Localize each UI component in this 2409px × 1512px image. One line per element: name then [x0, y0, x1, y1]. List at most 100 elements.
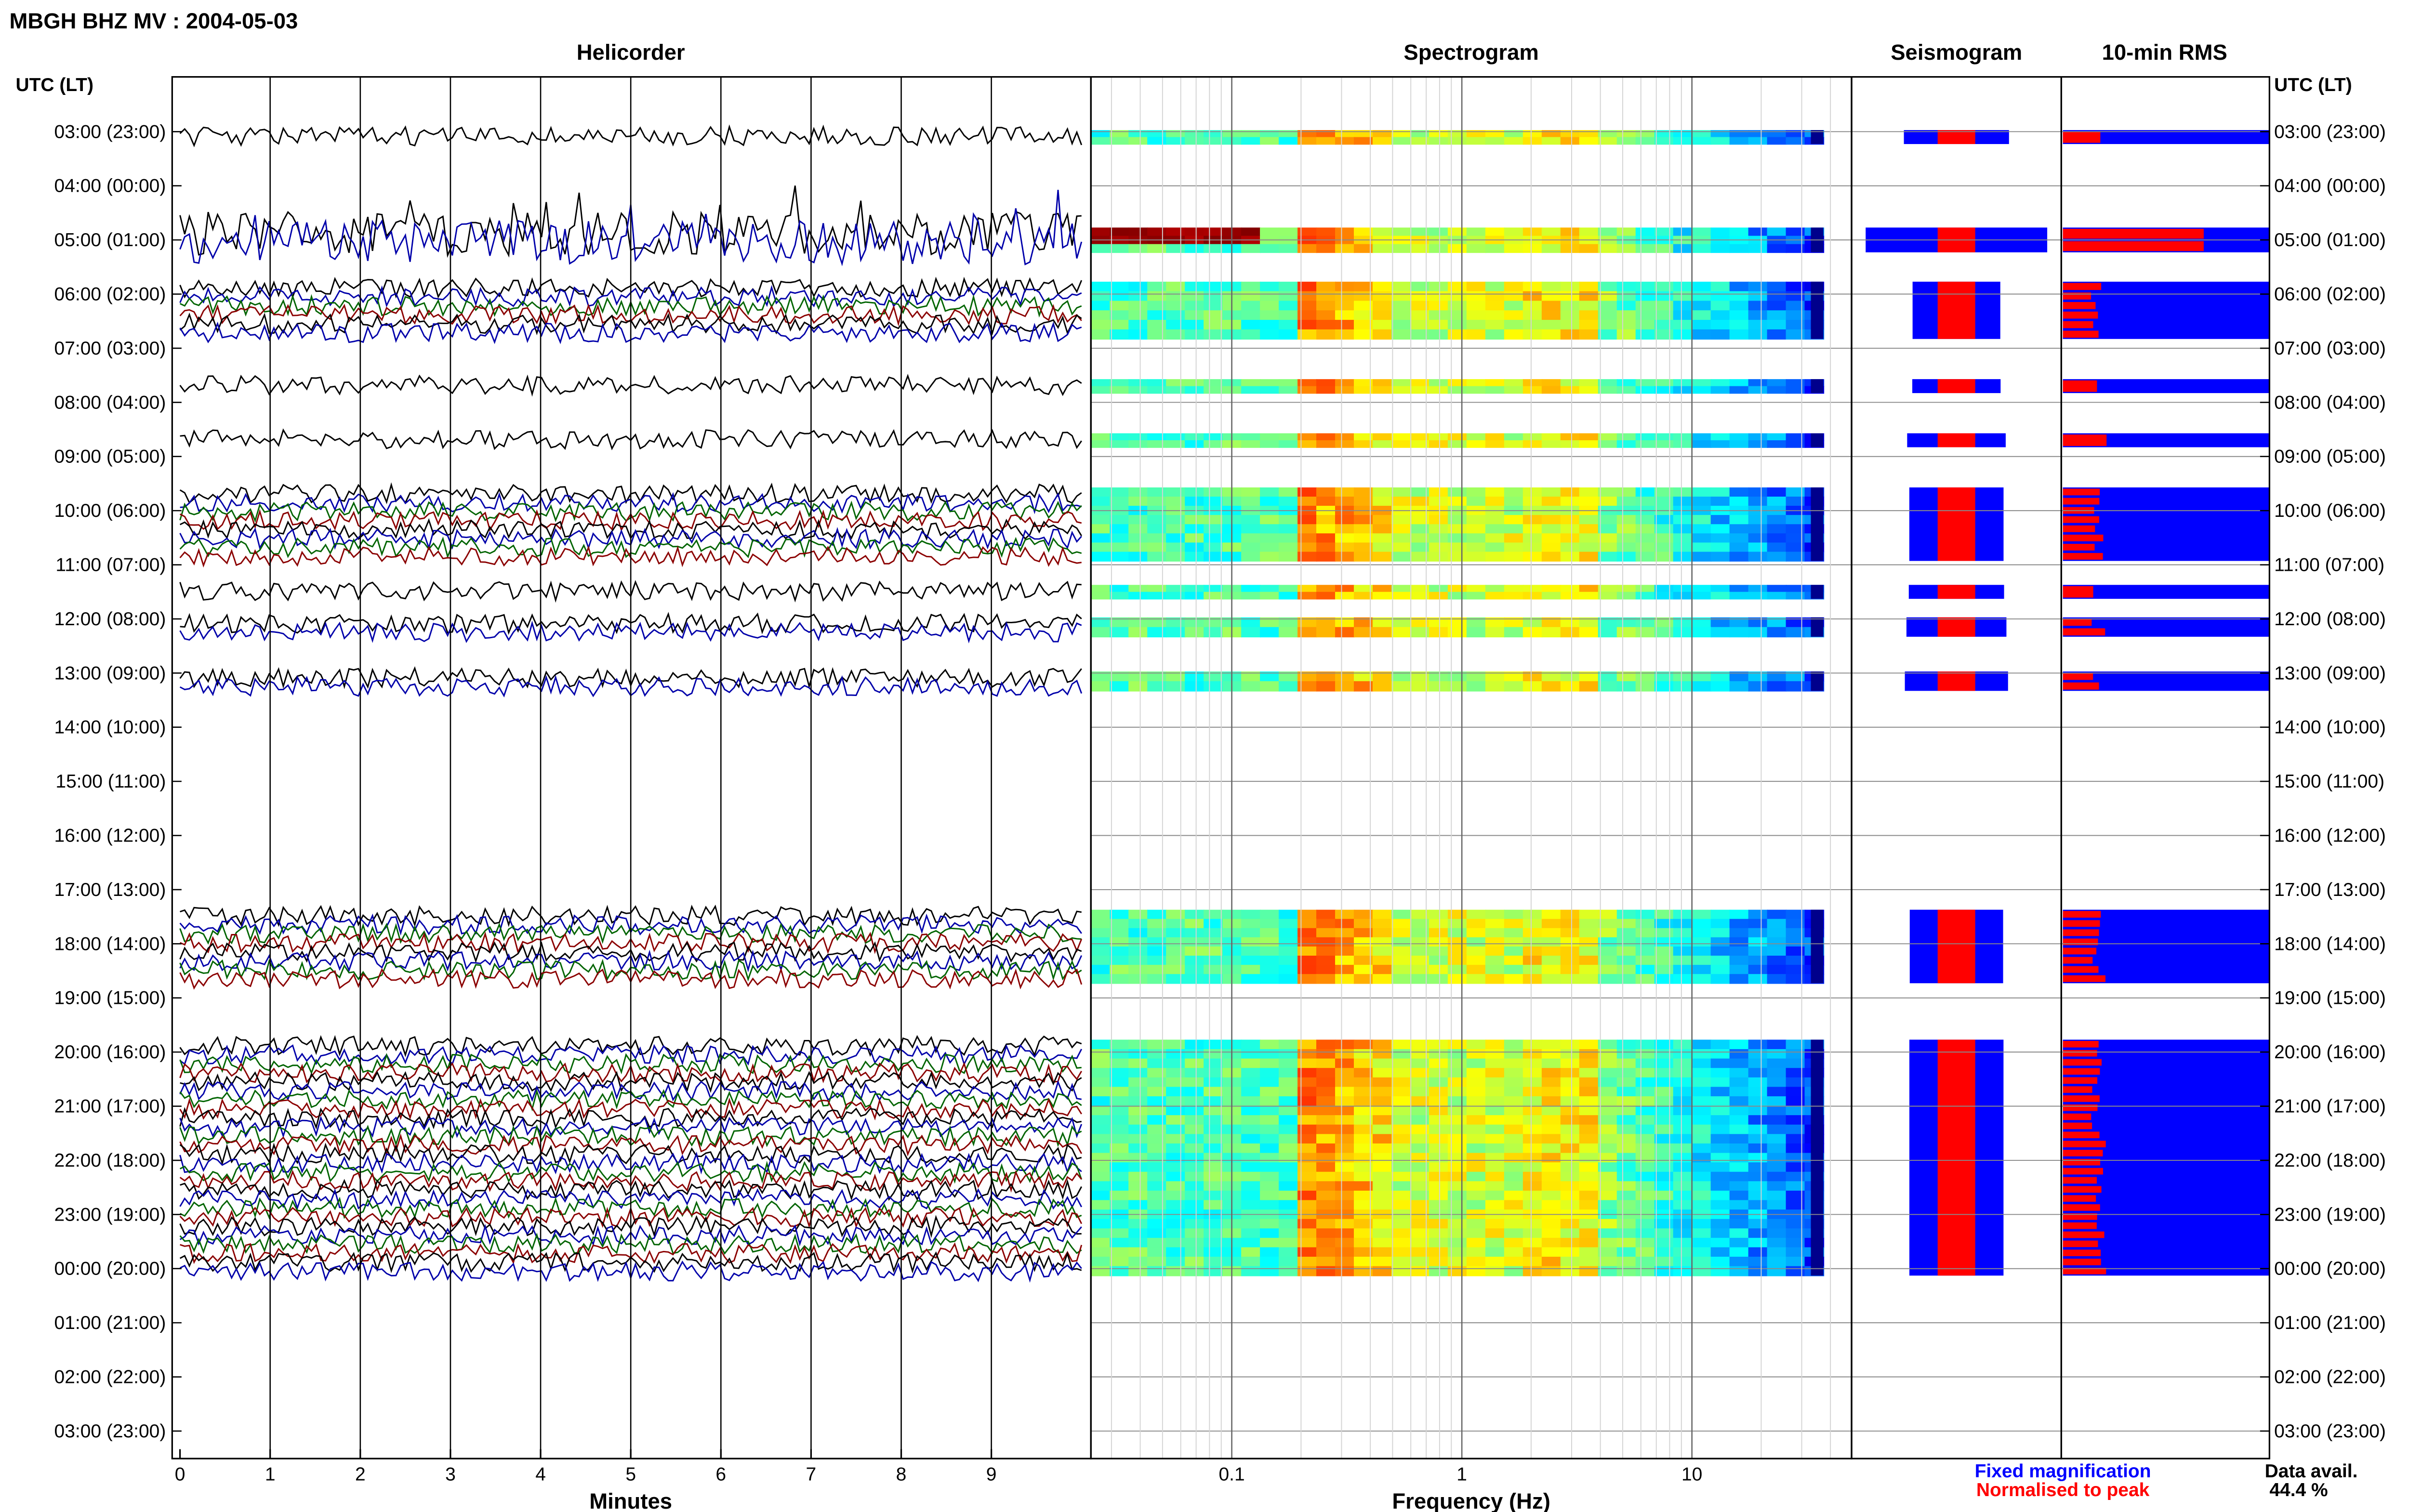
spectrogram-cell [1335, 524, 1355, 534]
spectrogram-cell [1185, 928, 1204, 938]
spectrogram-cell [1485, 291, 1505, 302]
spectrogram-cell [1635, 301, 1655, 311]
spectrogram-cell [1654, 1200, 1674, 1210]
spectrogram-cell [1429, 919, 1449, 929]
spectrogram-cell [1560, 1143, 1580, 1154]
spectrogram-cell [1616, 671, 1637, 682]
spectrogram-cell [1541, 1124, 1562, 1135]
spectrogram-cell [1635, 227, 1655, 237]
spectrogram-cell [1204, 487, 1223, 498]
spectrogram-cell [1579, 909, 1599, 920]
spectrogram-cell [1598, 1181, 1618, 1192]
spectrogram-cell [1391, 1237, 1411, 1248]
spectrogram-cell [1391, 1105, 1411, 1116]
spectrogram-cell [1654, 1049, 1674, 1059]
spectrogram-cell [1391, 919, 1411, 929]
spectrogram-cell [1635, 1049, 1655, 1059]
spectrogram-cell [1748, 1153, 1768, 1163]
spectrogram-cell [1091, 1247, 1111, 1258]
spectrogram-cell [1654, 533, 1674, 543]
spectrogram-cell [1692, 956, 1712, 966]
rms-bar [2063, 947, 2097, 955]
rms-bar [2063, 1040, 2099, 1048]
spectrogram-cell [1091, 585, 1111, 593]
spectrogram-cell [1410, 227, 1430, 237]
spectrogram-cell [1673, 1124, 1693, 1135]
spectrogram-cell [1204, 956, 1223, 966]
spectrogram-cell [1091, 1124, 1111, 1135]
minute-tick-label: 9 [986, 1464, 997, 1485]
spectrogram-cell [1316, 592, 1336, 600]
spectrogram-cell [1279, 1237, 1298, 1248]
spectrogram-cell [1091, 1219, 1111, 1229]
figure-title: MBGH BHZ MV : 2004-05-03 [9, 9, 298, 33]
spectrogram-cell [1335, 487, 1355, 498]
spectrogram-cell [1522, 329, 1543, 340]
spectrogram-cell [1147, 1200, 1167, 1210]
spectrogram-cell [1729, 1153, 1749, 1163]
spectrogram-cell [1110, 1219, 1129, 1229]
spectrogram-cell [1560, 301, 1580, 311]
spectrogram-cell [1504, 1077, 1524, 1088]
spectrogram-cell [1748, 1162, 1768, 1172]
spectrogram-cell [1466, 1266, 1486, 1276]
spectrogram-cell [1466, 974, 1486, 984]
spectrogram-cell [1710, 440, 1731, 448]
hour-label-left: 14:00 (10:00) [54, 717, 166, 738]
spectrogram-cell [1504, 946, 1524, 957]
spectrogram-cell [1504, 1039, 1524, 1050]
spectrogram-cell [1166, 1039, 1186, 1050]
spectrogram-cell [1504, 433, 1524, 441]
spectrogram-cell [1485, 1105, 1505, 1116]
spectrogram-cell [1410, 1068, 1430, 1078]
spectrogram-cell [1372, 585, 1392, 593]
spectrogram-cell [1673, 592, 1693, 600]
spectrogram-cell [1673, 928, 1693, 938]
spectrogram-cell [1748, 681, 1768, 692]
spectrogram-cell [1166, 301, 1186, 311]
spectrogram-cell [1485, 1087, 1505, 1097]
spectrogram-cell [1598, 320, 1618, 330]
spectrogram-cell [1372, 1077, 1392, 1088]
spectrogram-cell [1522, 1134, 1543, 1144]
spectrogram-cell [1391, 244, 1411, 253]
spectrogram-cell [1091, 617, 1111, 628]
spectrogram-cell [1466, 1153, 1486, 1163]
spectrogram-cell [1429, 1190, 1449, 1201]
hour-label-left: 21:00 (17:00) [54, 1096, 166, 1117]
spectrogram-cell [1353, 137, 1374, 145]
spectrogram-cell [1635, 1190, 1655, 1201]
spectrogram-cell [1316, 329, 1336, 340]
spectrogram-cell [1522, 1115, 1543, 1126]
spectrogram-cell [1522, 928, 1543, 938]
spectrogram-cell [1410, 671, 1430, 682]
spectrogram-cell [1147, 1171, 1167, 1182]
spectrogram-cell [1128, 617, 1148, 628]
spectrogram-cell [1710, 310, 1731, 321]
spectrogram-cell [1260, 617, 1280, 628]
spectrogram-cell [1316, 946, 1336, 957]
spectrogram-cell [1710, 965, 1731, 975]
rms-bar [2063, 330, 2099, 338]
spectrogram-cell [1185, 386, 1204, 394]
spectrogram-cell [1353, 1162, 1374, 1172]
spectrogram-cell [1091, 379, 1111, 387]
spectrogram-cell [1560, 515, 1580, 525]
spectrogram-cell [1466, 592, 1486, 600]
spectrogram-cell [1391, 1143, 1411, 1154]
spectrogram-cell [1391, 552, 1411, 562]
spectrogram-cell [1204, 1096, 1223, 1106]
spectrogram-cell [1466, 627, 1486, 638]
spectrogram-cell [1447, 1134, 1468, 1144]
spectrogram-cell [1522, 1228, 1543, 1239]
spectrogram-cell [1316, 1257, 1336, 1267]
hour-label-right: 05:00 (01:00) [2274, 230, 2386, 250]
spectrogram-cell [1279, 329, 1298, 340]
spectrogram-cell [1598, 552, 1618, 562]
spectrogram-cell [1279, 681, 1298, 692]
spectrogram-cell [1372, 965, 1392, 975]
spectrogram-cell [1786, 592, 1806, 600]
spectrogram-cell [1598, 1228, 1618, 1239]
spectrogram-cell [1372, 928, 1392, 938]
spectrogram-cell [1560, 1077, 1580, 1088]
